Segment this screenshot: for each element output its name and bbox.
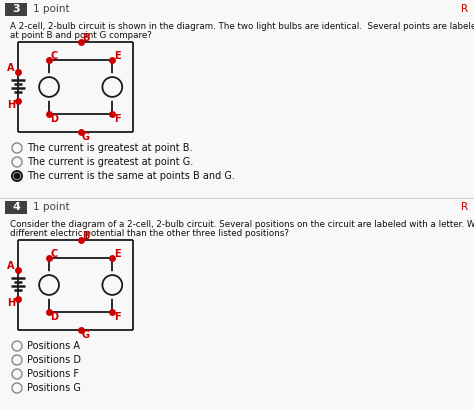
Text: E: E (114, 51, 120, 61)
Text: The current is the same at points B and G.: The current is the same at points B and … (27, 171, 235, 181)
Text: A 2-cell, 2-bulb circuit is shown in the diagram. The two light bulbs are identi: A 2-cell, 2-bulb circuit is shown in the… (10, 22, 474, 31)
Text: F: F (114, 114, 120, 124)
Text: Positions G: Positions G (27, 383, 81, 393)
Text: The current is greatest at point B.: The current is greatest at point B. (27, 143, 192, 153)
Text: C: C (50, 51, 58, 61)
Text: G: G (82, 330, 90, 340)
Text: B: B (82, 33, 90, 43)
FancyBboxPatch shape (5, 3, 27, 16)
Text: E: E (114, 249, 120, 259)
Text: 3: 3 (12, 4, 20, 14)
Text: G: G (82, 132, 90, 142)
Text: A: A (7, 261, 15, 271)
Text: H: H (7, 99, 15, 110)
Text: D: D (50, 312, 58, 322)
Text: R: R (461, 4, 468, 14)
Text: The current is greatest at point G.: The current is greatest at point G. (27, 157, 193, 167)
Text: R: R (461, 202, 468, 213)
Text: B: B (82, 231, 90, 241)
Text: Positions A: Positions A (27, 341, 80, 351)
FancyBboxPatch shape (5, 201, 27, 214)
Text: H: H (7, 297, 15, 308)
Text: 4: 4 (12, 202, 20, 213)
Text: Positions F: Positions F (27, 369, 79, 379)
Text: D: D (50, 114, 58, 124)
Text: 1 point: 1 point (33, 202, 70, 213)
Text: C: C (50, 249, 58, 259)
Text: Consider the diagram of a 2-cell, 2-bulb circuit. Several positions on the circu: Consider the diagram of a 2-cell, 2-bulb… (10, 220, 474, 229)
Text: at point B and point G compare?: at point B and point G compare? (10, 31, 152, 40)
Text: Positions D: Positions D (27, 355, 81, 365)
Text: A: A (7, 63, 15, 73)
Text: F: F (114, 312, 120, 322)
Text: different electric potential than the other three listed positions?: different electric potential than the ot… (10, 229, 289, 238)
Circle shape (13, 173, 20, 180)
Text: 1 point: 1 point (33, 4, 70, 14)
